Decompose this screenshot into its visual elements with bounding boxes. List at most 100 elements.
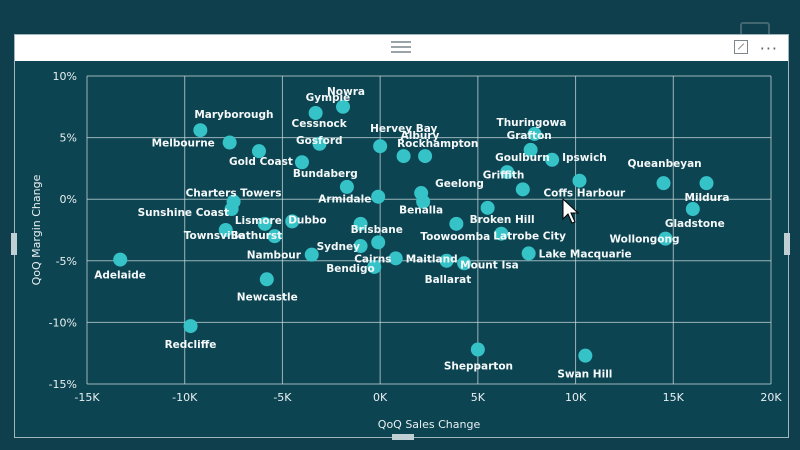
point-label: Gold Coast <box>229 156 293 168</box>
focus-mode-icon[interactable] <box>734 40 748 54</box>
point-label: Grafton <box>507 130 552 142</box>
data-point[interactable] <box>367 259 382 274</box>
data-point[interactable] <box>373 139 388 154</box>
y-tick-label: 5% <box>60 132 77 145</box>
data-point[interactable] <box>439 253 454 268</box>
point-label: Newcastle <box>237 291 298 303</box>
data-point[interactable] <box>371 189 386 204</box>
data-point[interactable] <box>416 194 431 209</box>
data-point[interactable] <box>396 149 411 164</box>
data-point[interactable] <box>257 216 272 231</box>
data-point[interactable] <box>449 216 464 231</box>
data-point[interactable] <box>656 176 671 191</box>
data-point[interactable] <box>371 235 386 250</box>
data-point[interactable] <box>312 136 327 151</box>
data-point[interactable] <box>515 182 530 197</box>
point-label: Broken Hill <box>470 214 535 226</box>
drag-handle-icon[interactable] <box>391 41 411 53</box>
data-point[interactable] <box>353 216 368 231</box>
point-label: Coffs Harbour <box>543 188 626 200</box>
data-point[interactable] <box>183 319 198 334</box>
point-label: Nambour <box>247 250 302 262</box>
data-point[interactable] <box>336 99 351 114</box>
data-point[interactable] <box>388 251 403 266</box>
data-point[interactable] <box>353 239 368 254</box>
data-point[interactable] <box>480 200 495 215</box>
point-label: Cessnock <box>292 118 348 130</box>
x-tick-label: 5K <box>471 391 486 404</box>
data-point[interactable] <box>304 247 319 262</box>
more-options-icon[interactable]: ··· <box>759 39 778 58</box>
data-points <box>113 99 714 363</box>
data-point[interactable] <box>494 226 509 241</box>
point-label: Lake Macquarie <box>539 248 632 260</box>
data-point[interactable] <box>658 231 673 246</box>
point-label: Lismore <box>235 215 282 227</box>
data-point[interactable] <box>500 165 515 180</box>
data-point[interactable] <box>308 105 323 120</box>
point-label: Mildura <box>685 192 730 204</box>
resize-handle-left[interactable] <box>11 233 17 255</box>
data-point[interactable] <box>294 155 309 170</box>
data-point[interactable] <box>545 152 560 167</box>
point-label: Albury <box>401 130 440 142</box>
point-label: Sydney <box>317 241 361 253</box>
x-tick-label: 20K <box>760 391 782 404</box>
data-point[interactable] <box>521 246 536 261</box>
data-point[interactable] <box>572 173 587 188</box>
x-tick-label: -15K <box>74 391 100 404</box>
data-point[interactable] <box>218 223 233 237</box>
data-point[interactable] <box>259 272 274 287</box>
gridlines <box>86 75 772 385</box>
point-label: Hervey Bay <box>370 123 437 135</box>
point-label: Armidale <box>318 194 371 206</box>
point-label: Swan Hill <box>557 369 612 381</box>
point-label: Bathurst <box>231 230 283 242</box>
data-point[interactable] <box>251 144 266 159</box>
data-point[interactable] <box>418 149 433 164</box>
point-label: Brisbane <box>351 224 403 236</box>
data-point[interactable] <box>285 214 300 229</box>
data-point[interactable] <box>457 256 472 271</box>
point-label: Goulburn <box>495 152 550 164</box>
data-point[interactable] <box>527 126 542 141</box>
point-label: Geelong <box>435 178 484 190</box>
bag-icon <box>740 22 770 38</box>
point-label: Ballarat <box>425 274 472 286</box>
data-point[interactable] <box>224 202 239 217</box>
point-label: Wollongong <box>609 234 679 246</box>
point-label: Benalla <box>399 205 443 217</box>
point-label: Nowra <box>327 86 365 98</box>
point-label: Gosford <box>296 135 343 147</box>
data-point[interactable] <box>699 176 714 191</box>
x-tick-label: 0K <box>373 391 388 404</box>
point-label: Griffith <box>483 169 525 181</box>
data-point[interactable] <box>113 252 128 267</box>
point-label: Shepparton <box>444 361 513 373</box>
point-label: Dubbo <box>288 214 326 226</box>
data-point[interactable] <box>685 202 700 217</box>
point-label: Queanbeyan <box>628 158 702 170</box>
data-point[interactable] <box>578 348 593 363</box>
point-label: Cairns <box>354 253 391 265</box>
point-label: Redcliffe <box>165 339 217 351</box>
data-point[interactable] <box>193 123 208 138</box>
data-point[interactable] <box>339 179 354 194</box>
data-point[interactable] <box>267 229 282 244</box>
point-label: Bundaberg <box>293 168 358 180</box>
data-point[interactable] <box>523 142 538 157</box>
data-point[interactable] <box>470 342 485 357</box>
y-tick-label: -5% <box>56 255 77 268</box>
point-label: Charters Towers <box>186 188 282 200</box>
point-label: Ipswich <box>562 152 607 164</box>
point-label: Melbourne <box>152 138 215 150</box>
point-label: Latrobe City <box>493 231 566 243</box>
point-label: Rockhampton <box>397 138 478 150</box>
point-label: Bendigo <box>326 263 374 275</box>
resize-handle-right[interactable] <box>784 233 790 255</box>
x-tick-label: -10K <box>172 391 198 404</box>
x-tick-label: 10K <box>565 391 587 404</box>
data-point[interactable] <box>222 135 237 150</box>
resize-handle-bottom[interactable] <box>392 434 414 440</box>
visual-header: ··· <box>15 35 788 61</box>
